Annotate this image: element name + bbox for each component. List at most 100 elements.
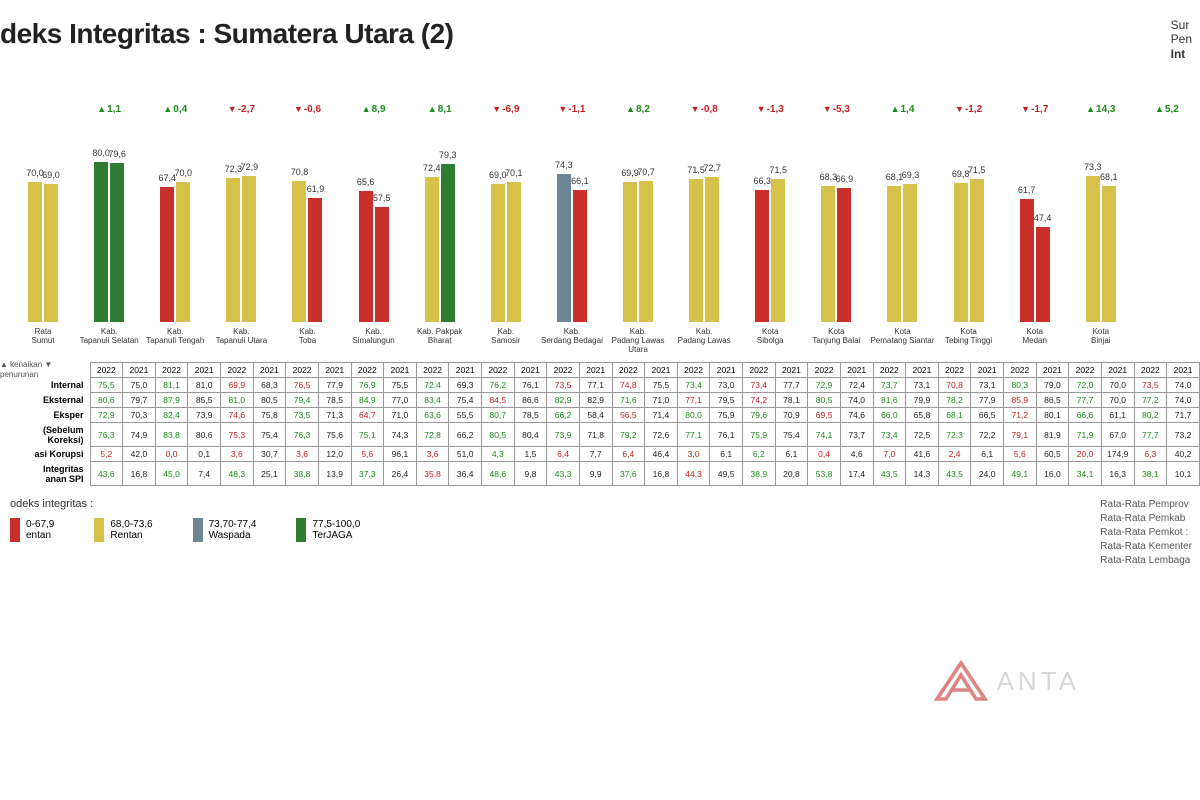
chart-region: ▼-0,871,572,7Kab.Padang Lawas <box>671 102 737 358</box>
table-cell: 6,4 <box>612 447 645 462</box>
bar: 72,4 <box>425 177 439 322</box>
table-cell: 79,0 <box>1036 378 1069 393</box>
bar: 71,5 <box>771 179 785 322</box>
table-cell: 66,0 <box>873 408 906 423</box>
table-cell: 75,3 <box>221 423 254 447</box>
chart-region: ▲8,965,657,5Kab.Simalungun <box>341 102 407 358</box>
bar: 69,9 <box>623 182 637 322</box>
bar: 69,0 <box>491 184 505 322</box>
table-cell: 77,7 <box>775 378 808 393</box>
table-cell: 82,9 <box>579 393 612 408</box>
bar: 66,3 <box>755 190 769 323</box>
table-cell: 34,1 <box>1069 462 1102 486</box>
table-cell: 73,5 <box>547 378 580 393</box>
bar: 68,1 <box>887 186 901 322</box>
region-label: KotaPematang Siantar <box>870 328 934 358</box>
table-cell: 12,0 <box>318 447 351 462</box>
header-right: SurPenInt <box>1171 18 1200 61</box>
table-cell: 5,2 <box>90 447 123 462</box>
table-cell: 72,9 <box>808 378 841 393</box>
table-cell: 3,6 <box>286 447 319 462</box>
table-cell: 75,0 <box>123 378 156 393</box>
table-cell: 68,1 <box>938 408 971 423</box>
table-cell: 174,9 <box>1101 447 1134 462</box>
region-label: Kab.Serdang Bedagai <box>541 328 603 358</box>
table-cell: 44,3 <box>677 462 710 486</box>
table-cell: 71,9 <box>1069 423 1102 447</box>
region-label: KotaTanjung Balai <box>812 328 860 358</box>
bar: 73,3 <box>1086 176 1100 323</box>
table-cell: 80,6 <box>188 423 221 447</box>
table-cell: 81,0 <box>221 393 254 408</box>
chart-region: ▲14,373,368,1KotaBinjai <box>1068 102 1134 358</box>
table-cell: 76,5 <box>286 378 319 393</box>
chart-region: ▼-2,772,372,9Kab.Tapanuli Utara <box>208 102 274 358</box>
data-table: 2022202120222021202220212022202120222021… <box>0 362 1200 486</box>
table-cell: 75,8 <box>253 408 286 423</box>
table-cell: 74,6 <box>840 408 873 423</box>
table-cell: 73,7 <box>840 423 873 447</box>
table-cell: 26,4 <box>384 462 417 486</box>
table-cell: 75,5 <box>90 378 123 393</box>
region-label: KotaTebing Tinggi <box>945 328 992 358</box>
chart-region: ▼-6,969,070,1Kab.Samosir <box>473 102 539 358</box>
table-cell: 73,5 <box>286 408 319 423</box>
table-cell: 74,0 <box>1167 378 1200 393</box>
table-cell: 82,4 <box>155 408 188 423</box>
table-cell: 6,1 <box>971 447 1004 462</box>
table-cell: 75,4 <box>775 423 808 447</box>
table-cell: 75,4 <box>449 393 482 408</box>
table-cell: 66,2 <box>547 408 580 423</box>
table-cell: 6,3 <box>1134 447 1167 462</box>
table-cell: 75,5 <box>384 378 417 393</box>
chart-region: ▲8,269,970,7Kab.Padang Lawas Utara <box>605 102 671 358</box>
table-cell: 70,3 <box>123 408 156 423</box>
table-cell: 85,9 <box>1004 393 1037 408</box>
table-cell: 82,9 <box>547 393 580 408</box>
bar-chart: 70,069,0RataSumut▲1,180,079,6Kab.Tapanul… <box>0 73 1200 358</box>
region-label: Kab.Toba <box>299 328 316 358</box>
table-cell: 76,2 <box>482 378 515 393</box>
table-cell: 84,5 <box>482 393 515 408</box>
table-cell: 65,8 <box>906 408 939 423</box>
row-label: Eksternal <box>0 393 90 408</box>
table-cell: 72,3 <box>938 423 971 447</box>
table-cell: 77,9 <box>318 378 351 393</box>
table-cell: 9,8 <box>514 462 547 486</box>
table-cell: 73,1 <box>971 378 1004 393</box>
table-cell: 87,9 <box>155 393 188 408</box>
bar: 66,9 <box>837 188 851 322</box>
table-cell: 86,6 <box>514 393 547 408</box>
bar: 65,6 <box>359 191 373 322</box>
table-cell: 16,8 <box>645 462 678 486</box>
table-cell: 49,5 <box>710 462 743 486</box>
table-cell: 9,9 <box>579 462 612 486</box>
table-cell: 77,1 <box>677 423 710 447</box>
table-cell: 74,0 <box>1167 393 1200 408</box>
table-cell: 77,1 <box>579 378 612 393</box>
table-cell: 79,4 <box>286 393 319 408</box>
bar: 79,6 <box>110 163 124 322</box>
table-cell: 7,7 <box>579 447 612 462</box>
table-cell: 5,6 <box>351 447 384 462</box>
table-cell: 75,9 <box>710 408 743 423</box>
row-label: Internal <box>0 378 90 393</box>
table-cell: 73,4 <box>873 423 906 447</box>
table-cell: 73,1 <box>906 378 939 393</box>
legend-item: 73,70-77,4Waspada <box>193 518 257 542</box>
table-cell: 80,7 <box>482 408 515 423</box>
region-label: Kab.Tapanuli Tengah <box>146 328 204 358</box>
region-label: RataSumut <box>31 328 54 358</box>
table-cell: 67,0 <box>1101 423 1134 447</box>
table-cell: 38,9 <box>743 462 776 486</box>
table-cell: 51,0 <box>449 447 482 462</box>
table-cell: 70,8 <box>938 378 971 393</box>
bar: 61,9 <box>308 198 322 322</box>
table-cell: 66,6 <box>1069 408 1102 423</box>
chart-region: ▲8,172,479,3Kab. PakpakBharat <box>407 102 473 358</box>
chart-region: ▲5,2 <box>1134 102 1200 358</box>
table-cell: 73,2 <box>1167 423 1200 447</box>
table-cell: 76,3 <box>90 423 123 447</box>
table-cell: 10,1 <box>1167 462 1200 486</box>
table-cell: 43,5 <box>938 462 971 486</box>
